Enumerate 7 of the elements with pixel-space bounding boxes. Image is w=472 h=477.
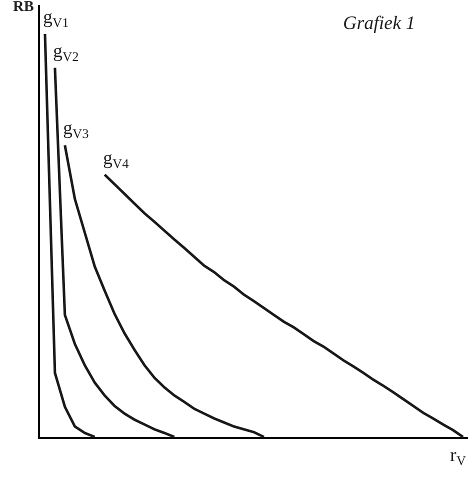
series-label: g$_{V2}$ (53, 41, 79, 64)
series-label: g$_{V3}$ (63, 118, 90, 141)
series-label: g$_{V4}$ (103, 148, 130, 171)
series-label: g$_{V1}$ (43, 7, 69, 30)
chart-title: Grafiek 1 (343, 13, 416, 34)
y-axis-title: RB (13, 0, 34, 15)
x-axis-title: r$_{V}$ (450, 445, 466, 468)
